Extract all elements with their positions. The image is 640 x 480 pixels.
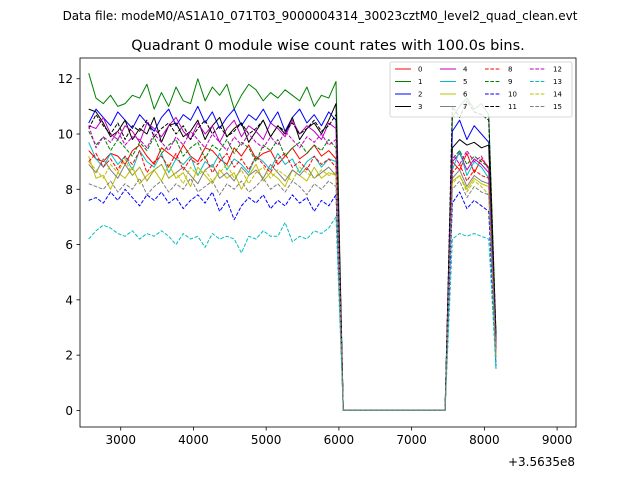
plot-area: 3000 4000 5000 6000 7000 8000 9000024681012012…: [58, 57, 577, 447]
y-tick-label-6: 6: [65, 238, 73, 252]
legend-label-12: 12: [553, 66, 562, 74]
series-line-0: [88, 144, 497, 411]
legend-label-3: 3: [418, 103, 422, 111]
series-line-13: [88, 216, 497, 411]
y-tick-label-0: 0: [65, 404, 73, 418]
x-tick-label-4000: 4000: [178, 433, 209, 447]
legend-label-0: 0: [418, 66, 422, 74]
series-line-3: [88, 103, 497, 411]
legend-label-4: 4: [463, 66, 468, 74]
series-line-4: [88, 116, 497, 411]
chart-suptitle: Data file: modeM0/AS1A10_071T03_90000043…: [63, 9, 578, 23]
legend-label-11: 11: [508, 103, 517, 111]
series-line-11: [88, 100, 497, 411]
x-tick-label-3000: 3000: [105, 433, 136, 447]
legend-label-13: 13: [553, 78, 562, 86]
legend-label-15: 15: [553, 103, 562, 111]
series-line-8: [88, 150, 497, 411]
x-tick-label-9000: 9000: [542, 433, 573, 447]
x-tick-label-5000: 5000: [251, 433, 282, 447]
legend-box: [389, 61, 573, 118]
series-line-2: [88, 105, 497, 411]
y-tick-label-12: 12: [58, 72, 73, 86]
series-line-12: [88, 125, 497, 411]
legend-label-6: 6: [463, 91, 468, 99]
series-line-10: [88, 188, 497, 411]
x-tick-label-6000: 6000: [324, 433, 355, 447]
legend-label-1: 1: [418, 78, 422, 86]
series-line-15: [88, 177, 497, 411]
series-line-6: [88, 155, 497, 411]
legend-label-14: 14: [553, 91, 562, 99]
legend-label-8: 8: [508, 66, 512, 74]
y-tick-label-10: 10: [58, 128, 73, 142]
chart-title: Quadrant 0 module wise count rates with …: [131, 38, 525, 54]
x-tick-label-7000: 7000: [396, 433, 427, 447]
legend-label-5: 5: [463, 78, 467, 86]
legend-label-9: 9: [508, 78, 512, 86]
axes-frame: [79, 57, 577, 428]
y-tick-label-2: 2: [65, 349, 73, 363]
y-tick-label-4: 4: [65, 293, 73, 307]
x-tick-label-8000: 8000: [469, 433, 500, 447]
x-axis-offset-text: +3.5635e8: [508, 455, 575, 469]
legend-label-2: 2: [418, 91, 422, 99]
legend-label-7: 7: [463, 103, 467, 111]
y-tick-label-8: 8: [65, 183, 73, 197]
legend-label-10: 10: [508, 91, 517, 99]
series-group: [88, 73, 497, 411]
series-line-5: [88, 142, 497, 411]
